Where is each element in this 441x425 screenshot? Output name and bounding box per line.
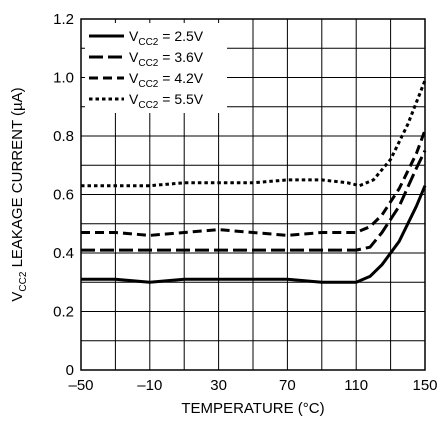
x-tick-label: –10 bbox=[137, 377, 162, 394]
series-line-3 bbox=[81, 129, 427, 237]
legend-label-subscript: CC2 bbox=[138, 79, 158, 90]
y-tick-label: 0.2 bbox=[53, 304, 74, 321]
x-axis-label: TEMPERATURE (°C) bbox=[181, 400, 324, 417]
legend-entry-label: VCC2 = 5.5V bbox=[129, 91, 204, 111]
legend-label-suffix: = 2.5V bbox=[158, 28, 203, 44]
y-tick-label: 0.4 bbox=[53, 245, 74, 262]
legend-label-prefix: V bbox=[129, 28, 139, 44]
series-line-2 bbox=[81, 149, 427, 252]
y-axis-label-suffix: LEAKAGE CURRENT (µA) bbox=[9, 87, 26, 271]
x-tick-label: 150 bbox=[412, 377, 437, 394]
y-tick-label: 1.2 bbox=[53, 11, 74, 28]
series-line-4 bbox=[81, 79, 427, 188]
legend-entry-label: VCC2 = 2.5V bbox=[129, 28, 204, 48]
y-axis-label: VCC2 LEAKAGE CURRENT (µA) bbox=[9, 87, 29, 301]
x-tick-label: 110 bbox=[344, 377, 368, 394]
series-lines bbox=[81, 79, 427, 284]
x-tick-label: –50 bbox=[68, 377, 93, 394]
legend-label-prefix: V bbox=[129, 49, 139, 65]
y-axis-label-prefix: V bbox=[9, 292, 26, 302]
legend-entry-label: VCC2 = 3.6V bbox=[129, 49, 204, 69]
tick-labels: –50 –10 30 70 110 150 0 0.2 0.4 0.6 0.8 1.0 1.2 bbox=[53, 11, 437, 394]
y-tick-label: 0 bbox=[66, 362, 74, 379]
legend-entry-label: VCC2 = 4.2V bbox=[129, 70, 204, 90]
legend-label-subscript: CC2 bbox=[138, 37, 158, 48]
x-tick-label: 70 bbox=[279, 377, 296, 394]
legend-label-suffix: = 4.2V bbox=[158, 70, 203, 86]
legend-label-suffix: = 3.6V bbox=[158, 49, 203, 65]
y-tick-label: 0.8 bbox=[53, 128, 74, 145]
plot-frame bbox=[80, 18, 426, 371]
legend-label-prefix: V bbox=[129, 70, 139, 86]
legend-label-suffix: = 5.5V bbox=[158, 91, 203, 107]
x-tick-label: 30 bbox=[210, 377, 227, 394]
series-line-1 bbox=[81, 185, 427, 284]
y-tick-label: 1.0 bbox=[53, 70, 74, 87]
legend-label-prefix: V bbox=[129, 91, 139, 107]
legend-label-subscript: CC2 bbox=[138, 58, 158, 69]
y-axis-label-subscript: CC2 bbox=[18, 271, 29, 291]
y-tick-label: 0.6 bbox=[53, 187, 74, 204]
legend-label-subscript: CC2 bbox=[138, 100, 158, 111]
